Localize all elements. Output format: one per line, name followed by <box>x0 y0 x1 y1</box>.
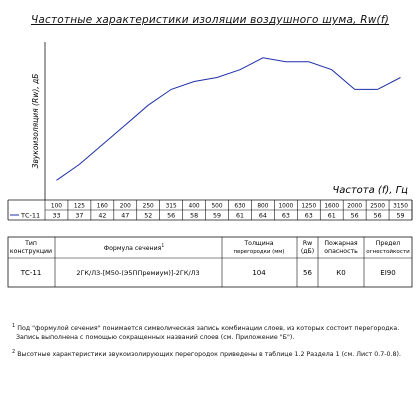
y-axis-label: Звукоизоляция (Rw), дБ <box>31 74 40 169</box>
footnote-1: 1 Под "формулой сечения" понимается симв… <box>12 323 400 342</box>
x-tick-label: 400 <box>189 204 200 210</box>
series-line <box>56 57 401 181</box>
cell-formula: 2ГК/Л3-[М50-(Э5ППремиум)]-2ГК/Л3 <box>76 269 199 277</box>
x-axis-label: Частота (f), Гц <box>332 185 408 196</box>
data-label: 52 <box>144 213 152 220</box>
footnote-2: 2 Высотные характеристики звукоизолирующ… <box>12 349 401 359</box>
cell-fire-limit: EI90 <box>380 269 395 277</box>
x-tick-label: 500 <box>211 204 222 210</box>
data-label: 56 <box>374 213 382 220</box>
x-tick-label: 2500 <box>370 204 385 210</box>
data-label: 37 <box>75 213 83 220</box>
header-type: Тип конструкции <box>10 240 52 255</box>
data-label: 42 <box>98 213 106 220</box>
page-title: Частотные характеристики изоляции воздуш… <box>30 14 390 26</box>
data-label: 64 <box>259 213 267 220</box>
data-label: 56 <box>351 213 359 220</box>
x-tick-label: 160 <box>97 204 108 210</box>
footnote-1-line1: Под "формулой сечения" понимается символ… <box>17 325 400 333</box>
series-layer <box>56 57 401 181</box>
frequency-table: ТС-11 100 125 160 200 250 315 400 500 630 800 1000… <box>7 199 413 221</box>
footnote-1-line2: Запись выполнена с помощью сокращенных н… <box>16 334 295 342</box>
x-tick-label: 630 <box>234 204 245 210</box>
x-tick-label: 250 <box>143 204 154 210</box>
header-fire-limit: Предел огнестойкости <box>366 240 410 255</box>
data-label: 61 <box>236 213 244 220</box>
data-label: 33 <box>52 213 60 220</box>
x-tick-label: 1600 <box>324 204 339 210</box>
data-label: 47 <box>121 213 129 220</box>
x-tick-label: 200 <box>120 204 131 210</box>
data-label: 59 <box>397 213 405 220</box>
data-label: 63 <box>305 213 313 220</box>
legend-series-name: ТС-11 <box>20 212 40 220</box>
x-tick-label: 2000 <box>347 204 362 210</box>
header-fire: Пожарная опасность <box>324 240 358 255</box>
x-tick-label: 3150 <box>393 204 408 210</box>
data-label: 56 <box>167 213 175 220</box>
frequency-cells: 100 125 160 200 250 315 400 500 630 800 1000 1250 16… <box>44 200 413 220</box>
spec-table-frame <box>7 236 413 288</box>
data-label: 63 <box>282 213 290 220</box>
x-tick-label: 1250 <box>301 204 316 210</box>
x-tick-label: 800 <box>257 204 268 210</box>
x-tick-label: 100 <box>51 204 62 210</box>
x-tick-label: 315 <box>166 204 177 210</box>
header-thickness: Толщина перегородки (мм) <box>234 240 285 255</box>
data-label: 61 <box>328 213 336 220</box>
header-rw: Rw (дБ) <box>301 240 314 255</box>
cell-thickness: 104 <box>252 269 266 277</box>
cell-rw: 56 <box>303 269 312 277</box>
spec-table: Тип конструкции Формула сечения1 Толщина п… <box>7 236 413 288</box>
data-label: 58 <box>190 213 198 220</box>
cell-type: ТС-11 <box>20 269 42 277</box>
x-tick-label: 125 <box>74 204 85 210</box>
header-formula: Формула сечения1 <box>104 243 165 252</box>
footnote-2-line1: Высотные характеристики звукоизолирующих… <box>17 351 401 359</box>
cell-fire: К0 <box>336 269 345 277</box>
x-tick-label: 1000 <box>278 204 293 210</box>
data-label: 59 <box>213 213 221 220</box>
